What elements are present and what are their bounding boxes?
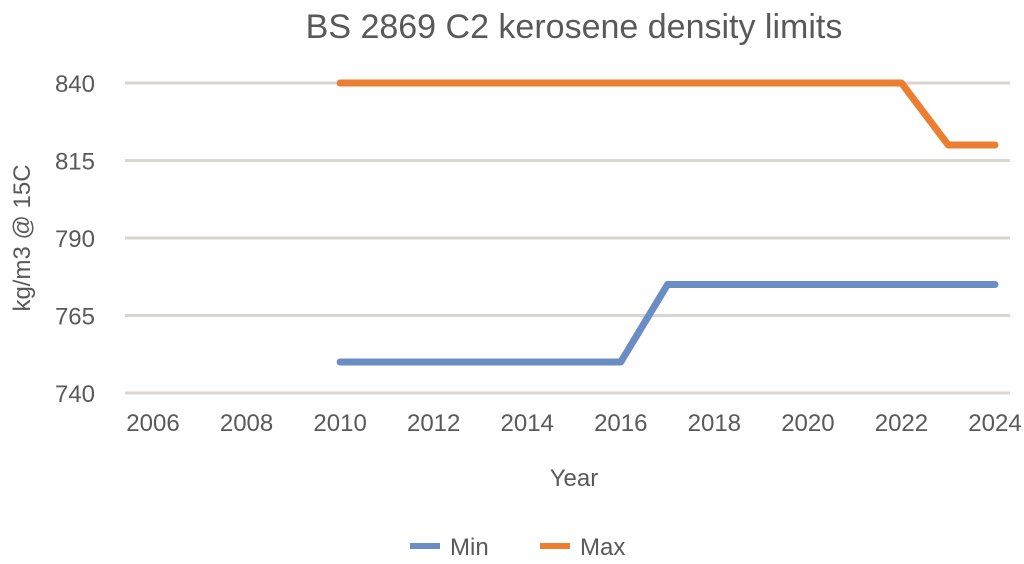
x-tick-label: 2020 [781,410,834,437]
x-tick-label: 2010 [313,410,366,437]
x-tick-label: 2016 [594,410,647,437]
x-axis-label: Year [550,465,599,492]
y-tick-label: 790 [55,226,95,253]
y-tick-labels: 740 765 790 815 840 [55,71,95,408]
y-tick-label: 765 [55,304,95,331]
series-lines [336,79,999,366]
y-axis-label: kg/m3 @ 15C [9,164,36,311]
chart-title: BS 2869 C2 kerosene density limits [306,8,843,46]
legend: Min Max [410,534,625,561]
x-tick-label: 2018 [688,410,741,437]
x-tick-label: 2014 [501,410,554,437]
y-tick-label: 740 [55,381,95,408]
y-tick-label: 840 [55,71,95,98]
y-tick-label: 815 [55,149,95,176]
series-line-max [336,79,999,149]
x-tick-label: 2012 [407,410,460,437]
x-tick-label: 2024 [968,410,1021,437]
x-tick-label: 2008 [220,410,273,437]
legend-label-max: Max [580,534,625,559]
x-tick-label: 2006 [126,410,179,437]
series-line-min [336,281,999,366]
x-tick-labels: 2006 2008 2010 2012 2014 2016 2018 2020 2022 2024 [126,410,1021,437]
gridlines [125,81,1010,395]
legend-label-min: Min [450,534,489,559]
x-tick-label: 2022 [875,410,928,437]
